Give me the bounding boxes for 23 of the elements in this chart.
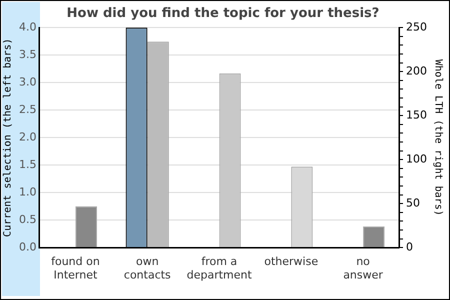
y-tick-label: 1.0 — [18, 185, 36, 198]
y2-tick-label: 250 — [406, 20, 428, 34]
y-tick-label: 1.5 — [18, 158, 36, 171]
y2-tick-label: 100 — [406, 152, 428, 166]
x-tick-label: own contacts — [124, 255, 172, 282]
y-tick-label: 4.0 — [18, 20, 36, 34]
y-axis-title: Current selection (the left bars) — [2, 38, 14, 237]
x-tick-label: from a department — [186, 255, 252, 282]
y2-tick-label: 200 — [406, 64, 428, 78]
y2-tick-label: 0 — [406, 240, 414, 254]
y2-tick-label: 50 — [406, 196, 420, 210]
chart-title: How did you find the topic for your thesis? — [66, 6, 380, 22]
x-tick-label: found on Internet — [51, 255, 100, 282]
y-tick-label: 2.5 — [18, 102, 36, 116]
y2-axis-title: Whole LTH (the right bars) — [432, 59, 444, 216]
x-tick-label: no answer — [343, 255, 384, 282]
y-tick-label: 3.0 — [18, 75, 36, 88]
x-tick-label: otherwise — [264, 255, 318, 268]
y-tick-label: 2.0 — [18, 130, 36, 144]
y-tick-label: 0.5 — [18, 212, 36, 226]
y2-tick-label: 150 — [406, 108, 428, 122]
y-tick-label: 0.0 — [18, 240, 36, 254]
y-tick-label: 3.5 — [18, 48, 36, 61]
